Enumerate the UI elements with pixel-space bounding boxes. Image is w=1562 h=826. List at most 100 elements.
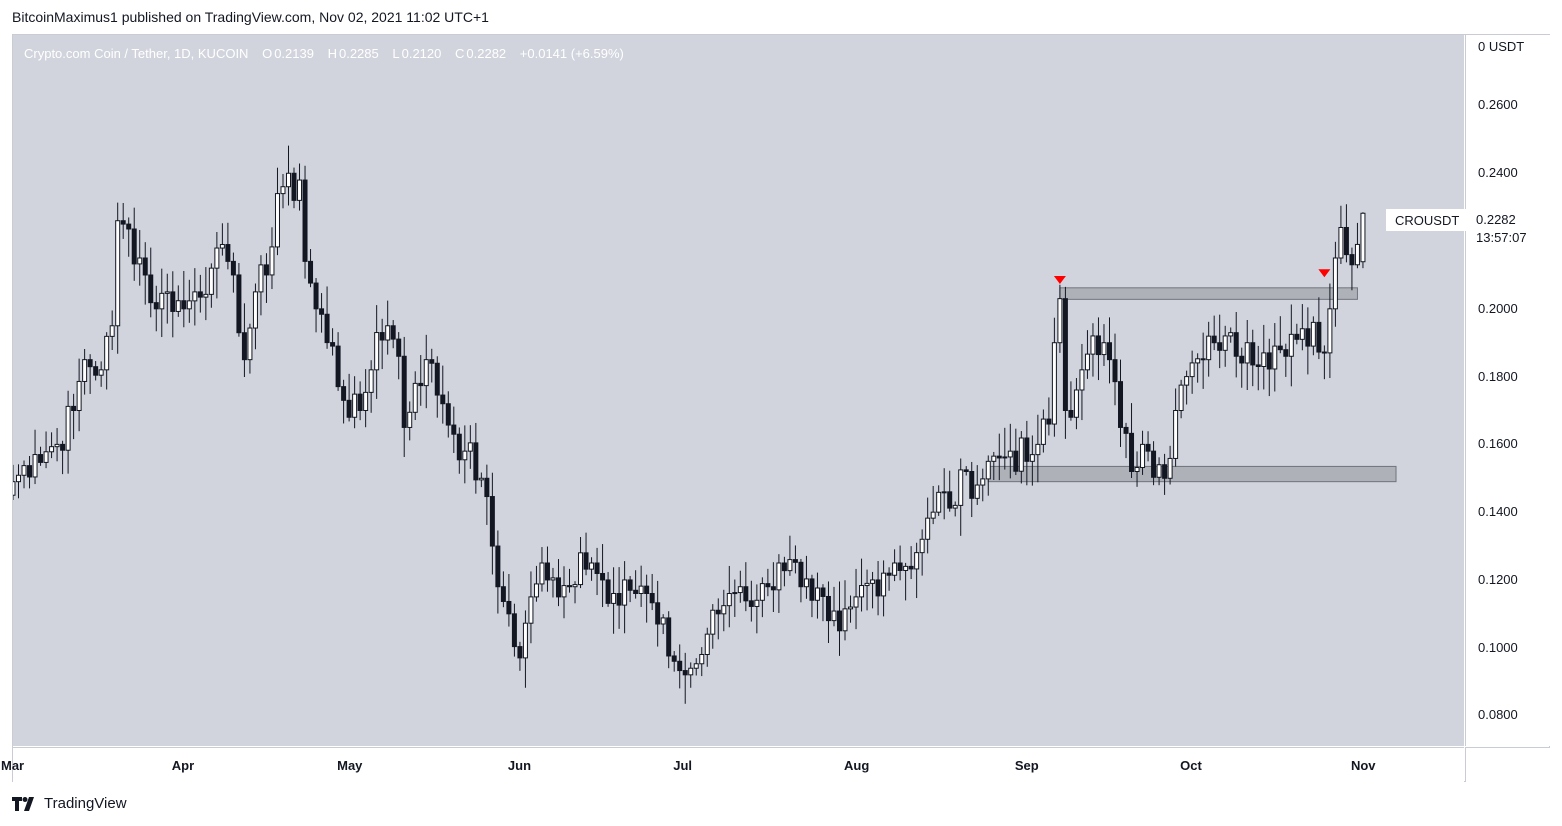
candle-up bbox=[842, 608, 848, 632]
candle-up bbox=[192, 291, 198, 302]
candle-up bbox=[941, 491, 947, 494]
candle-down bbox=[963, 469, 969, 472]
price-axis[interactable]: 0 USDT 0.26000.24000.22000.20000.18000.1… bbox=[1465, 35, 1550, 746]
candle-up bbox=[1354, 243, 1360, 266]
candlestick-chart[interactable] bbox=[13, 35, 1464, 746]
chart-plot-area[interactable]: Crypto.com Coin / Tether, 1D, KUCOIN O 0.… bbox=[13, 35, 1464, 746]
candle-down bbox=[798, 561, 804, 588]
candle-up bbox=[919, 538, 925, 554]
candle-up bbox=[870, 579, 876, 584]
last-price-label: 0.2282 13:57:07 bbox=[1466, 209, 1542, 249]
candle-up bbox=[952, 504, 958, 509]
candle-up bbox=[803, 578, 809, 588]
legend-open-label: O bbox=[262, 46, 273, 61]
candle-down bbox=[93, 366, 99, 376]
candle-down bbox=[555, 577, 561, 598]
candle-up bbox=[1310, 321, 1316, 347]
candle-down bbox=[131, 228, 137, 265]
candle-up bbox=[693, 663, 699, 669]
candle-down bbox=[434, 362, 440, 396]
candle-down bbox=[445, 403, 451, 426]
candle-down bbox=[484, 477, 490, 498]
candle-down bbox=[357, 393, 363, 411]
candle-down bbox=[666, 617, 672, 657]
tradingview-logo-icon bbox=[12, 796, 34, 811]
last-price: 0.2282 bbox=[1476, 212, 1516, 227]
candle-up bbox=[214, 247, 220, 269]
legend-low-label: L bbox=[392, 46, 400, 61]
price-tick-label: 0.0800 bbox=[1478, 707, 1518, 723]
candle-up bbox=[203, 293, 209, 298]
candle-up bbox=[985, 460, 991, 480]
candle-up bbox=[864, 582, 870, 587]
candle-down bbox=[148, 274, 154, 304]
candle-up bbox=[848, 606, 854, 610]
candle-up bbox=[1007, 450, 1013, 458]
candle-up bbox=[721, 605, 727, 615]
candle-up bbox=[539, 562, 545, 585]
candle-up bbox=[352, 393, 358, 418]
candle-down bbox=[605, 579, 611, 604]
candle-up bbox=[1206, 335, 1212, 361]
symbol-price-tag: CROUSDT bbox=[1386, 209, 1466, 231]
axis-top-label: 0 USDT bbox=[1478, 39, 1525, 54]
candle-down bbox=[142, 257, 148, 276]
candle-up bbox=[726, 592, 732, 607]
candle-down bbox=[969, 470, 975, 499]
candle-down bbox=[765, 583, 771, 588]
candle-down bbox=[1321, 351, 1327, 354]
price-tick-label: 0.1800 bbox=[1478, 368, 1518, 384]
legend-low: 0.2120 bbox=[401, 46, 442, 61]
candle-up bbox=[732, 592, 738, 595]
candle-down bbox=[335, 345, 341, 388]
candle-down bbox=[230, 260, 236, 276]
candle-down bbox=[594, 562, 600, 574]
candle-up bbox=[991, 455, 997, 462]
candle-up bbox=[522, 622, 528, 659]
candle-up bbox=[363, 391, 369, 411]
resistance-marker-0 bbox=[1053, 276, 1066, 285]
time-tick-label: Jul bbox=[673, 758, 693, 773]
legend-close: 0.2282 bbox=[466, 46, 507, 61]
candle-down bbox=[346, 399, 352, 418]
candle-up bbox=[1338, 226, 1344, 259]
candle-down bbox=[181, 300, 187, 310]
time-axis[interactable]: Mar Apr May Jun Jul Aug Sep Oct Nov bbox=[1, 747, 1464, 782]
candle-down bbox=[489, 496, 495, 547]
candle-up bbox=[936, 491, 942, 513]
candle-up bbox=[1360, 212, 1366, 263]
candle-up bbox=[368, 369, 374, 393]
candle-down bbox=[1112, 359, 1118, 383]
candle-up bbox=[297, 179, 303, 201]
candle-down bbox=[511, 613, 517, 648]
candle-up bbox=[831, 610, 837, 622]
candle-up bbox=[1002, 456, 1008, 459]
candle-down bbox=[743, 586, 749, 602]
candle-down bbox=[126, 223, 132, 230]
candle-up bbox=[1029, 454, 1035, 462]
candle-up bbox=[1184, 376, 1190, 386]
candle-up bbox=[1327, 308, 1333, 354]
candle-down bbox=[1316, 321, 1322, 353]
candle-up bbox=[550, 577, 556, 581]
time-tick-label: Aug bbox=[844, 758, 870, 773]
candle-up bbox=[1057, 298, 1063, 344]
candle-down bbox=[1211, 335, 1217, 344]
candle-up bbox=[1222, 335, 1228, 351]
candle-up bbox=[286, 172, 291, 188]
candle-down bbox=[644, 585, 650, 594]
candle-up bbox=[589, 562, 595, 570]
candle-down bbox=[330, 342, 336, 347]
tradingview-footer[interactable]: TradingView bbox=[12, 795, 127, 812]
candle-up bbox=[252, 291, 258, 329]
candle-up bbox=[219, 244, 225, 249]
candle-up bbox=[186, 300, 192, 310]
candle-up bbox=[1035, 443, 1041, 456]
candle-up bbox=[528, 596, 534, 624]
range-zone-0 bbox=[1059, 287, 1358, 300]
candle-up bbox=[1090, 335, 1096, 355]
candle-down bbox=[682, 670, 688, 676]
candle-down bbox=[27, 465, 33, 478]
price-tick-label: 0.1000 bbox=[1478, 639, 1518, 655]
candle-up bbox=[814, 587, 820, 601]
